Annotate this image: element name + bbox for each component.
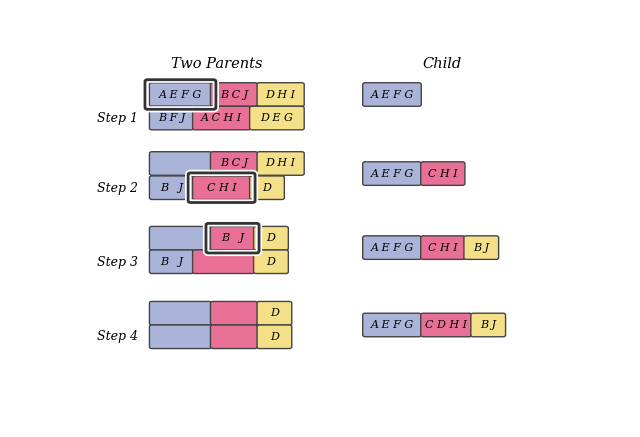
- Text: A E F G: A E F G: [371, 320, 413, 330]
- Text: D H I: D H I: [266, 159, 296, 169]
- FancyBboxPatch shape: [150, 226, 211, 250]
- Text: B   J: B J: [160, 183, 183, 193]
- FancyBboxPatch shape: [363, 162, 421, 185]
- FancyBboxPatch shape: [150, 152, 211, 175]
- FancyBboxPatch shape: [471, 313, 506, 337]
- FancyBboxPatch shape: [211, 226, 255, 250]
- Text: Step 2: Step 2: [97, 182, 138, 195]
- Text: Child: Child: [422, 57, 461, 71]
- Text: D: D: [262, 183, 271, 193]
- Text: Two Parents: Two Parents: [171, 57, 262, 71]
- Text: D: D: [270, 308, 279, 318]
- FancyBboxPatch shape: [150, 250, 193, 274]
- Text: A E F G: A E F G: [371, 243, 413, 253]
- Text: D H I: D H I: [266, 90, 296, 100]
- FancyBboxPatch shape: [363, 236, 421, 260]
- FancyBboxPatch shape: [211, 325, 257, 349]
- Text: B J: B J: [480, 320, 496, 330]
- FancyBboxPatch shape: [257, 325, 292, 349]
- FancyBboxPatch shape: [257, 83, 304, 106]
- Text: B C J: B C J: [220, 90, 248, 100]
- Text: B J: B J: [473, 243, 490, 253]
- Text: C D H I: C D H I: [426, 320, 467, 330]
- Text: A E F G: A E F G: [371, 90, 413, 100]
- FancyBboxPatch shape: [420, 236, 465, 260]
- FancyBboxPatch shape: [211, 83, 257, 106]
- FancyBboxPatch shape: [193, 176, 251, 199]
- Text: C H I: C H I: [207, 183, 236, 193]
- FancyBboxPatch shape: [420, 313, 472, 337]
- Text: D E G: D E G: [260, 113, 293, 123]
- Text: D: D: [270, 332, 279, 342]
- FancyBboxPatch shape: [363, 313, 421, 337]
- FancyBboxPatch shape: [464, 236, 499, 260]
- FancyBboxPatch shape: [150, 325, 211, 349]
- Text: B   J: B J: [221, 233, 244, 243]
- Text: D: D: [266, 233, 275, 243]
- Text: C H I: C H I: [428, 243, 458, 253]
- FancyBboxPatch shape: [250, 176, 284, 199]
- FancyBboxPatch shape: [420, 162, 465, 185]
- FancyBboxPatch shape: [150, 302, 211, 325]
- FancyBboxPatch shape: [150, 176, 193, 199]
- Text: A E F G: A E F G: [371, 169, 413, 179]
- FancyBboxPatch shape: [363, 83, 421, 106]
- FancyBboxPatch shape: [150, 106, 193, 130]
- Text: B F J: B F J: [158, 113, 185, 123]
- FancyBboxPatch shape: [150, 83, 211, 106]
- Text: Step 1: Step 1: [97, 111, 138, 125]
- FancyBboxPatch shape: [250, 106, 304, 130]
- Text: Step 3: Step 3: [97, 256, 138, 269]
- FancyBboxPatch shape: [253, 226, 288, 250]
- Text: A C H I: A C H I: [201, 113, 242, 123]
- FancyBboxPatch shape: [211, 152, 257, 175]
- FancyBboxPatch shape: [193, 250, 255, 274]
- FancyBboxPatch shape: [193, 106, 251, 130]
- FancyBboxPatch shape: [257, 152, 304, 175]
- Text: Step 4: Step 4: [97, 330, 138, 343]
- FancyBboxPatch shape: [253, 250, 288, 274]
- Text: D: D: [266, 257, 275, 267]
- Text: B C J: B C J: [220, 159, 248, 169]
- Text: A E F G: A E F G: [159, 90, 202, 100]
- FancyBboxPatch shape: [211, 302, 257, 325]
- FancyBboxPatch shape: [257, 302, 292, 325]
- Text: B   J: B J: [160, 257, 183, 267]
- Text: C H I: C H I: [428, 169, 458, 179]
